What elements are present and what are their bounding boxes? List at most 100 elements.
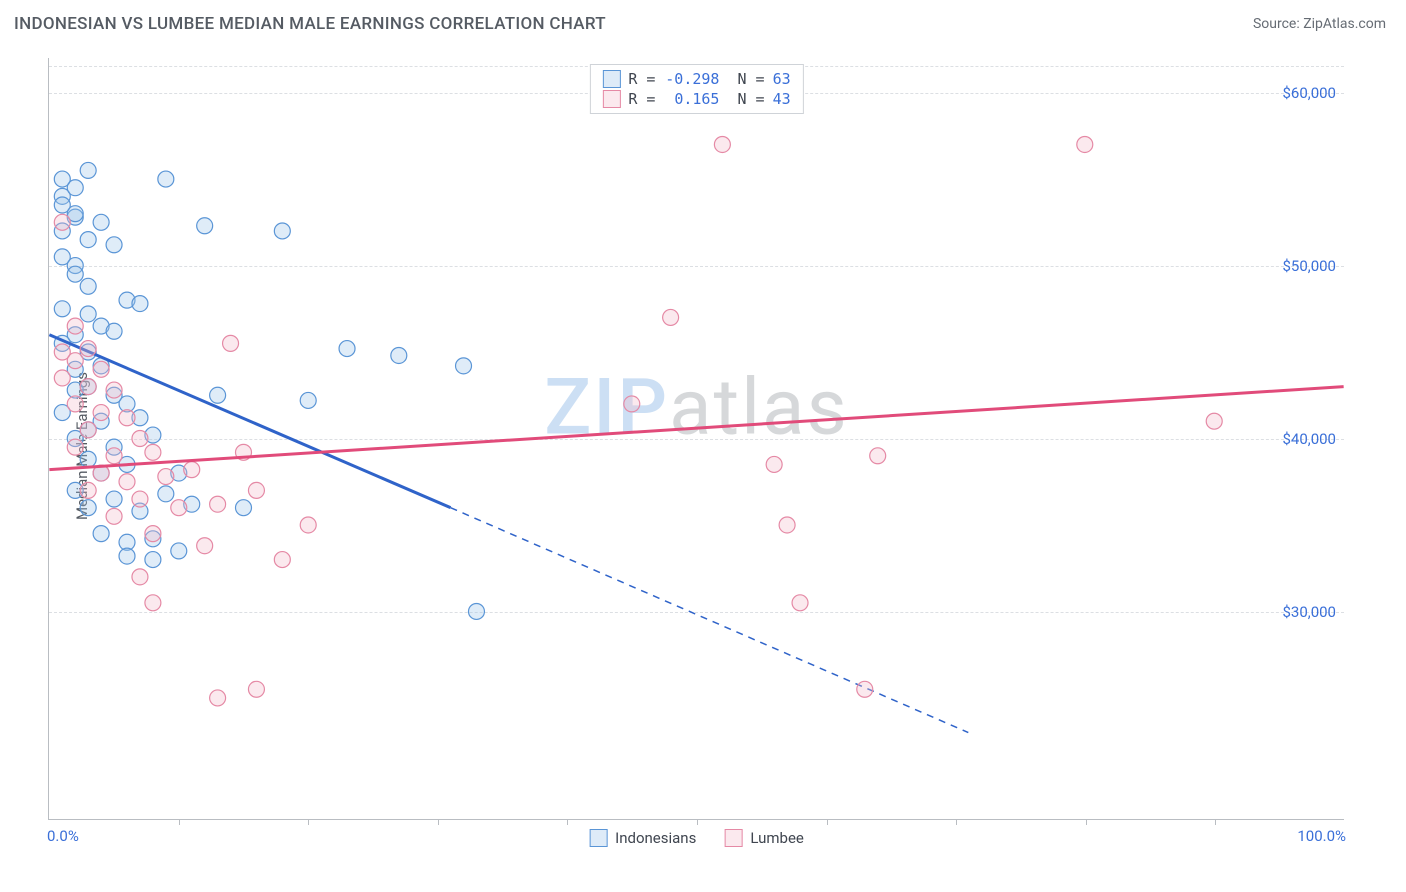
data-point	[236, 500, 252, 516]
data-point	[184, 462, 200, 478]
data-point	[119, 474, 135, 490]
data-point	[145, 595, 161, 611]
data-point	[67, 318, 83, 334]
legend-swatch	[589, 829, 607, 847]
n-label: N =	[737, 70, 764, 88]
data-point	[132, 491, 148, 507]
data-point	[119, 410, 135, 426]
data-point	[93, 214, 109, 230]
data-point	[145, 526, 161, 542]
data-point	[870, 448, 886, 464]
data-point	[93, 361, 109, 377]
data-point	[210, 496, 226, 512]
legend-swatch	[602, 70, 620, 88]
data-point	[80, 451, 96, 467]
data-point	[67, 396, 83, 412]
data-point	[80, 500, 96, 516]
legend-swatch	[724, 829, 742, 847]
data-point	[624, 396, 640, 412]
data-point	[132, 431, 148, 447]
r-label: R =	[628, 90, 655, 108]
data-point	[274, 223, 290, 239]
data-point	[779, 517, 795, 533]
data-point	[106, 448, 122, 464]
data-point	[300, 392, 316, 408]
plot-area: $30,000$40,000$50,000$60,000 ZIPatlas R …	[48, 58, 1344, 820]
x-max-label: 100.0%	[1297, 827, 1346, 845]
legend-swatch	[602, 90, 620, 108]
correlation-legend: R =-0.298N =63R =0.165N =43	[589, 64, 803, 114]
data-point	[106, 491, 122, 507]
x-tick	[567, 819, 568, 825]
series-legend-label: Indonesians	[615, 829, 696, 847]
data-point	[339, 341, 355, 357]
data-point	[210, 690, 226, 706]
data-point	[158, 171, 174, 187]
x-tick	[697, 819, 698, 825]
data-point	[171, 500, 187, 516]
data-point	[67, 180, 83, 196]
data-point	[80, 162, 96, 178]
data-point	[80, 422, 96, 438]
x-tick	[308, 819, 309, 825]
data-point	[197, 218, 213, 234]
n-label: N =	[737, 90, 764, 108]
data-point	[663, 309, 679, 325]
data-point	[80, 232, 96, 248]
x-tick	[956, 819, 957, 825]
series-legend-item: Indonesians	[589, 829, 696, 847]
data-point	[93, 405, 109, 421]
data-point	[67, 353, 83, 369]
data-point	[80, 278, 96, 294]
data-point	[158, 469, 174, 485]
data-point	[197, 538, 213, 554]
x-min-label: 0.0%	[47, 827, 79, 845]
data-point	[857, 681, 873, 697]
data-point	[145, 552, 161, 568]
data-point	[1206, 413, 1222, 429]
data-point	[80, 379, 96, 395]
x-tick	[179, 819, 180, 825]
data-point	[106, 237, 122, 253]
n-value: 43	[773, 90, 791, 108]
data-point	[171, 543, 187, 559]
data-point	[54, 370, 70, 386]
n-value: 63	[773, 70, 791, 88]
data-point	[158, 486, 174, 502]
data-point	[80, 306, 96, 322]
x-tick	[1215, 819, 1216, 825]
data-point	[792, 595, 808, 611]
data-point	[132, 296, 148, 312]
source-name: ZipAtlas.com	[1303, 16, 1386, 32]
data-point	[80, 482, 96, 498]
data-point	[248, 681, 264, 697]
chart-title: INDONESIAN VS LUMBEE MEDIAN MALE EARNING…	[14, 14, 606, 34]
data-point	[766, 456, 782, 472]
data-point	[106, 508, 122, 524]
correlation-legend-row: R =-0.298N =63	[602, 69, 790, 89]
source-label: Source: ZipAtlas.com	[1253, 16, 1386, 32]
r-value: 0.165	[663, 90, 719, 108]
data-point	[274, 552, 290, 568]
series-legend: IndonesiansLumbee	[589, 829, 804, 847]
data-point	[714, 136, 730, 152]
data-point	[54, 214, 70, 230]
data-point	[106, 323, 122, 339]
x-tick	[827, 819, 828, 825]
data-point	[145, 444, 161, 460]
data-point	[93, 526, 109, 542]
r-label: R =	[628, 70, 655, 88]
data-point	[1077, 136, 1093, 152]
data-point	[132, 569, 148, 585]
data-point	[119, 548, 135, 564]
data-point	[456, 358, 472, 374]
correlation-legend-row: R = 0.165 N = 43	[602, 89, 790, 109]
source-prefix: Source:	[1253, 16, 1303, 32]
data-point	[80, 341, 96, 357]
x-tick	[438, 819, 439, 825]
scatter-svg	[49, 58, 1344, 819]
data-point	[248, 482, 264, 498]
data-point	[67, 266, 83, 282]
data-point	[468, 603, 484, 619]
data-point	[223, 335, 239, 351]
